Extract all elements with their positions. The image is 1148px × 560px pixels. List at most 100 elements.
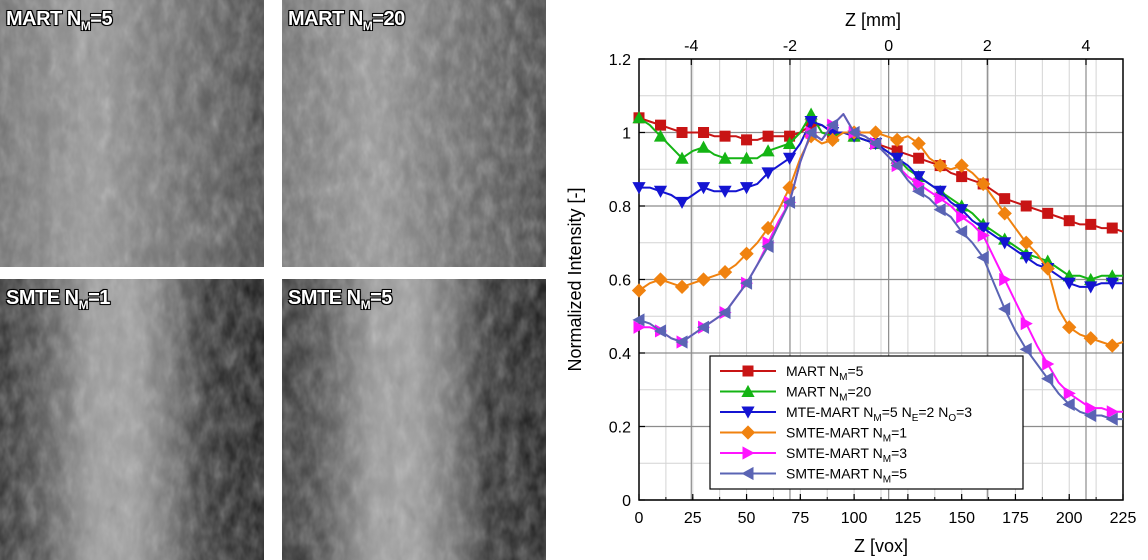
- y-tick-label: 1: [622, 126, 631, 143]
- panel-label-main: MART N: [288, 8, 363, 30]
- data-point: [696, 320, 710, 334]
- x-tick-label: 125: [895, 510, 922, 527]
- top-tick-label: 2: [983, 38, 992, 55]
- tomography-image-mart-nm20: MART NM=20: [282, 0, 546, 267]
- panel-label: MART NM=5: [6, 8, 113, 33]
- data-point: [1063, 215, 1075, 227]
- panel-label-main: SMTE N: [6, 287, 79, 309]
- data-point: [760, 220, 776, 236]
- data-point: [804, 125, 817, 140]
- data-point: [954, 158, 969, 173]
- data-point: [675, 335, 688, 349]
- data-point: [890, 152, 904, 165]
- data-point: [696, 140, 711, 153]
- data-point: [653, 324, 667, 338]
- data-point: [739, 246, 754, 261]
- data-point: [1042, 357, 1055, 371]
- data-point: [739, 276, 753, 290]
- data-point: [718, 151, 732, 164]
- data-point: [762, 130, 774, 142]
- y-tick-label: 0: [622, 493, 631, 510]
- legend-label: SMTE-MART NM=5: [786, 466, 907, 486]
- legend-label: MART NM=5: [786, 363, 864, 383]
- data-point: [782, 136, 797, 150]
- x-tick-label: 100: [841, 510, 868, 527]
- x-tick-label: 50: [738, 510, 756, 527]
- data-point: [1083, 331, 1098, 346]
- legend-label-sub: E: [912, 413, 919, 424]
- legend-label-sub: O: [948, 413, 956, 424]
- data-point: [933, 158, 948, 173]
- data-point: [674, 279, 690, 294]
- x-tick-label: 75: [791, 510, 809, 527]
- legend-label-text: =1: [891, 425, 907, 441]
- data-point: [1105, 412, 1118, 426]
- y-axis-label: Normalized Intensity [-]: [565, 187, 585, 371]
- panel-label: SMTE NM=1: [6, 287, 110, 312]
- data-point: [1020, 200, 1032, 212]
- data-point: [933, 203, 946, 217]
- data-point: [976, 222, 990, 235]
- legend-label-text: MART N: [786, 384, 839, 400]
- legend-box: [709, 355, 1024, 490]
- data-point: [891, 145, 903, 157]
- panel-label-tail: =1: [88, 287, 110, 309]
- data-point: [847, 125, 860, 140]
- panel-label-sub: M: [360, 298, 371, 312]
- legend-label-text: =5: [891, 466, 907, 482]
- tomography-image-smte-nm1: SMTE NM=1: [0, 279, 264, 560]
- data-point: [1062, 397, 1075, 412]
- data-point: [1105, 277, 1119, 290]
- data-point: [911, 136, 926, 151]
- legend-label-sub: M: [883, 434, 891, 445]
- data-point: [676, 127, 688, 138]
- data-point: [696, 182, 711, 195]
- data-point: [1063, 386, 1076, 401]
- data-point: [998, 237, 1012, 250]
- data-point: [998, 302, 1011, 316]
- top-axis-label: Z [mm]: [845, 10, 901, 30]
- data-point: [742, 365, 754, 377]
- data-point: [742, 446, 755, 460]
- tomography-image-smte-nm5: SMTE NM=5: [282, 279, 546, 560]
- data-point: [955, 225, 968, 239]
- data-point: [1106, 222, 1118, 234]
- legend-label-text: =2 N: [918, 404, 948, 420]
- data-point: [653, 129, 668, 142]
- panel-label-sub: M: [362, 19, 373, 33]
- data-point: [739, 151, 754, 164]
- top-tick-label: 4: [1082, 38, 1091, 55]
- panel-label-sub: M: [78, 298, 89, 312]
- data-point: [804, 115, 818, 129]
- x-tick-label: 150: [948, 510, 975, 527]
- panel-label: SMTE NM=5: [288, 287, 392, 312]
- data-point: [1041, 372, 1054, 386]
- tomography-image-mart-nm5: MART NM=5: [0, 0, 264, 267]
- data-point: [741, 466, 754, 481]
- x-tick-label: 0: [635, 510, 644, 527]
- y-tick-label: 1.2: [609, 52, 631, 69]
- data-point: [761, 167, 775, 180]
- top-tick-label: -2: [783, 38, 797, 55]
- data-point: [782, 152, 797, 165]
- y-tick-label: 0.6: [609, 273, 631, 290]
- legend-label-text: MTE-MART N: [786, 404, 873, 420]
- panel-label: MART NM=20: [288, 8, 405, 33]
- data-point: [632, 313, 645, 327]
- legend-label-text: MART N: [786, 363, 839, 379]
- panel-label-tail: =5: [370, 287, 392, 309]
- data-point: [696, 272, 711, 287]
- legend-label-sub: M: [839, 393, 847, 404]
- legend-label-text: =5 N: [882, 404, 912, 420]
- data-point: [653, 185, 668, 198]
- data-point: [825, 132, 840, 147]
- x-tick-label: 25: [684, 510, 702, 527]
- data-point: [1042, 207, 1054, 219]
- legend-label-text: =5: [848, 363, 864, 379]
- data-point: [741, 384, 755, 397]
- y-tick-label: 0.2: [609, 420, 631, 437]
- legend-label-text: SMTE-MART N: [786, 445, 883, 461]
- data-point: [999, 272, 1012, 287]
- legend-label-sub: M: [873, 413, 881, 424]
